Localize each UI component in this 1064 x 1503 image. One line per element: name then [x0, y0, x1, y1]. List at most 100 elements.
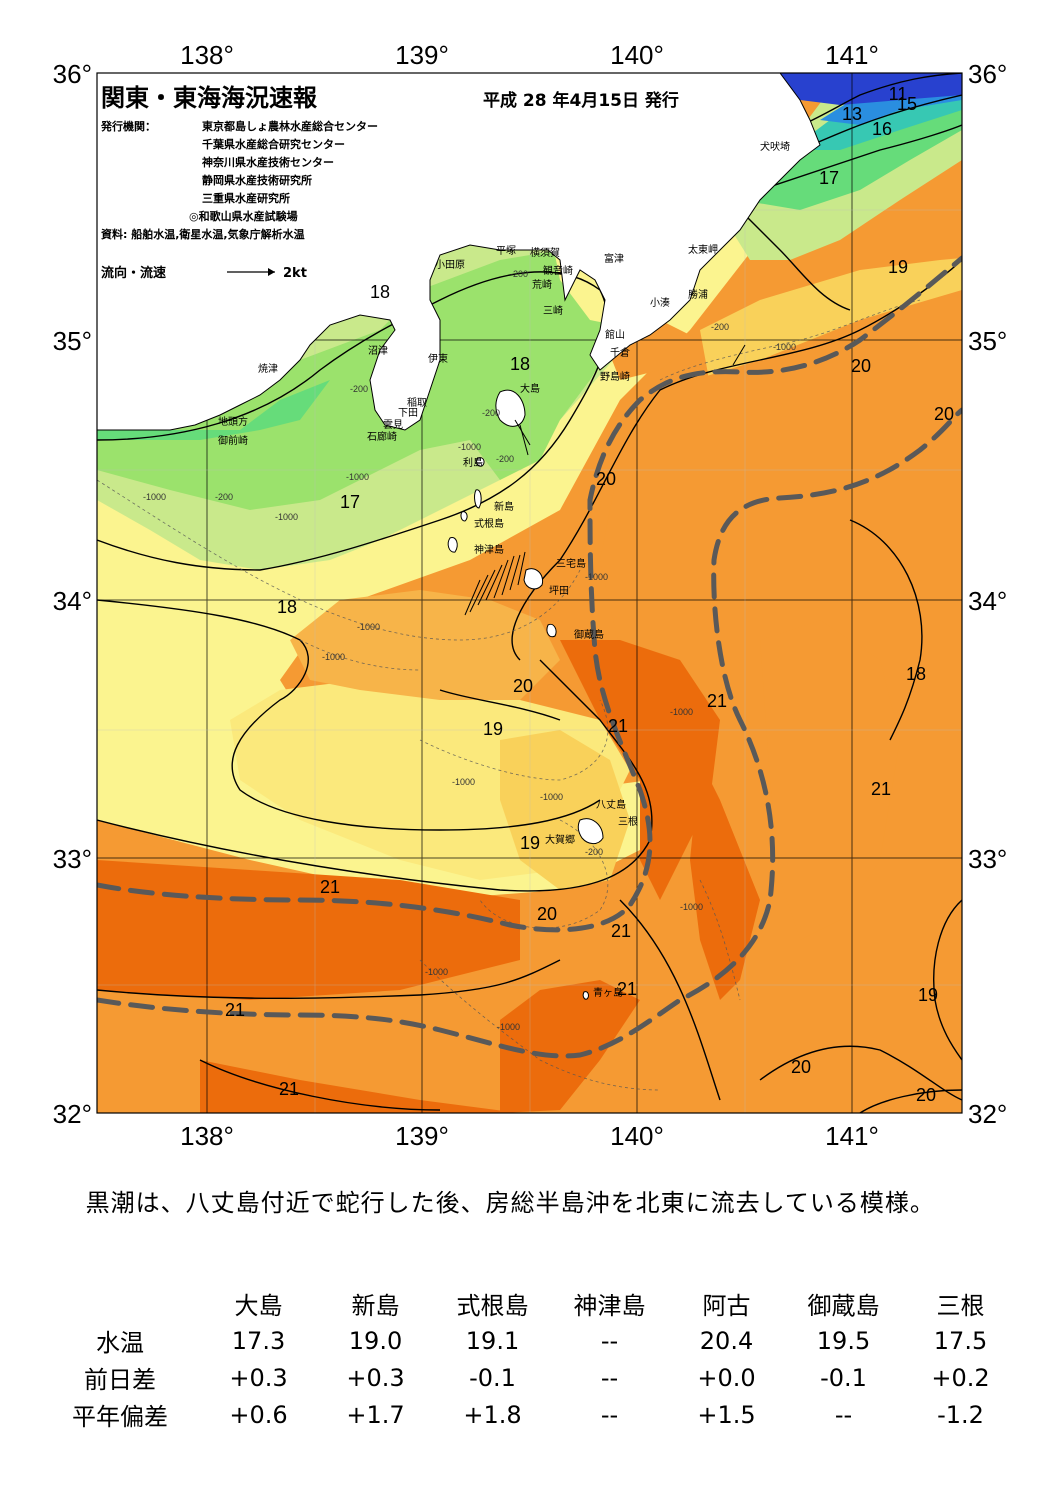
place-label: 富津	[604, 252, 624, 265]
place-labels: 犬吠埼 太東岬 勝浦 小湊 平塚 横須賀 観音崎 荒崎 富津 三崎 館山 千倉 …	[218, 140, 790, 999]
lat-label: 35°	[53, 326, 92, 356]
place-label: 小湊	[650, 296, 670, 309]
depth-label: -1000	[357, 622, 380, 632]
place-label: 犬吠埼	[760, 140, 790, 153]
isotherm-18	[97, 599, 601, 831]
miyakejima-island	[523, 568, 544, 590]
table-cell: +0.6	[229, 1400, 288, 1429]
niijima-island	[474, 489, 482, 509]
lon-label: 141°	[825, 1121, 879, 1151]
isotherm-label: 18	[370, 282, 390, 302]
depth-contours	[97, 299, 921, 1091]
table-header-row: 大島 新島 式根島 神津島 阿古 御蔵島 三根	[40, 1285, 1019, 1322]
station-header: 神津島	[573, 1292, 646, 1320]
kuroshio-axis-south	[97, 407, 962, 1059]
table-cell: --	[600, 1363, 619, 1392]
table-cell: +1.8	[463, 1400, 522, 1429]
table-cell: +0.3	[346, 1363, 405, 1392]
sst-21-south	[200, 1060, 520, 1113]
place-label: 横須賀	[530, 246, 560, 259]
isotherm-label: 21	[611, 921, 631, 941]
depth-label: -200	[496, 454, 514, 464]
table-cell: 20.4	[699, 1326, 754, 1355]
legend-label: 流向・流速	[101, 265, 166, 281]
table-cell: +0.3	[229, 1363, 288, 1392]
isotherm-18-east	[849, 519, 923, 741]
issuer: 神奈川県水産技術センター	[202, 155, 334, 169]
place-label: 荒崎	[532, 278, 552, 291]
summary-text: 黒潮は、八丈島付近で蛇行した後、房総半島沖を北東に流去している模様。	[85, 1189, 935, 1217]
aogashima-island	[582, 991, 589, 1000]
depth-label: -1000	[540, 792, 563, 802]
lat-label: 35°	[968, 326, 1007, 356]
place-label: 観音崎	[543, 264, 573, 277]
place-label: 野島崎	[600, 370, 630, 383]
lon-label: 139°	[395, 40, 449, 70]
issuer: 千葉県水産総合研究センター	[202, 137, 345, 151]
isotherm-21a	[97, 959, 561, 999]
lat-label: 33°	[53, 844, 92, 874]
sst-15-west	[97, 380, 330, 440]
honshu-coast	[97, 73, 821, 431]
issuer-label: 発行機関：	[100, 119, 156, 133]
place-label: 三宅島	[556, 557, 586, 570]
place-label: 石廊崎	[367, 430, 397, 443]
depth-label: -200	[711, 322, 729, 332]
place-label: 坪田	[549, 584, 569, 597]
place-label: 平塚	[496, 245, 516, 257]
map-header: 関東・東海海況速報 平成 28 年4月15日 発行 発行機関： 東京都島しょ農林…	[100, 84, 679, 281]
lon-label: 139°	[395, 1121, 449, 1151]
isotherm-label: 19	[520, 833, 540, 853]
table-cell: --	[600, 1326, 619, 1355]
station-header: 御蔵島	[807, 1292, 880, 1320]
place-label: 伊東	[428, 352, 448, 365]
map-title: 関東・東海海況速報	[101, 84, 318, 112]
isotherm-label: 11	[889, 84, 908, 104]
place-label: 館山	[605, 328, 625, 341]
place-label: 稲取	[407, 397, 427, 409]
place-label: 下田	[398, 408, 418, 419]
isotherm-20c	[759, 1045, 962, 1101]
place-label: 地頭方	[218, 415, 248, 428]
place-label: 雲見	[383, 419, 403, 431]
place-label: 三根	[618, 815, 638, 828]
sst-16	[97, 250, 620, 510]
depth-label: -1000	[452, 777, 475, 787]
depth-label: -200	[215, 492, 233, 502]
map-frame	[96, 72, 963, 1114]
mikurajima-island	[546, 623, 557, 638]
isotherm-label: 20	[537, 904, 557, 924]
table-cell: 17.5	[933, 1326, 988, 1355]
place-label: 勝浦	[688, 288, 708, 301]
table-cell: 19.1	[465, 1326, 520, 1355]
isotherm-label: 18	[277, 597, 297, 617]
isotherm-20d	[859, 1089, 962, 1113]
data-sources: 資料: 船舶水温,衛星水温,気象庁解析水温	[101, 227, 305, 241]
place-label: 太東岬	[688, 243, 718, 256]
isotherm-19-east	[933, 899, 962, 1061]
depth-label: -1000	[458, 442, 481, 452]
current-vectors	[464, 344, 746, 616]
isotherm-label: 20	[513, 676, 533, 696]
isotherm-label: 19	[483, 719, 503, 739]
isotherm-label: 20	[791, 1057, 811, 1077]
station-header: 大島	[234, 1292, 283, 1320]
station-header: 新島	[351, 1292, 400, 1320]
table-cell: +1.7	[346, 1400, 405, 1429]
isotherm-label: 17	[340, 492, 360, 512]
depth-label: -1000	[425, 967, 448, 977]
depth-label: -1000	[497, 1022, 520, 1032]
depth-label: -1000	[773, 342, 796, 352]
place-label: 焼津	[258, 363, 278, 375]
land	[97, 73, 821, 1000]
issuer: ◎和歌山県水産試験場	[189, 209, 298, 223]
isotherm-label: 19	[888, 257, 908, 277]
isotherm-label: 20	[916, 1085, 936, 1105]
legend-arrow-head	[268, 268, 275, 276]
lat-label: 34°	[968, 586, 1007, 616]
kuroshio-axis	[97, 255, 962, 1059]
depth-label: -200	[585, 847, 603, 857]
sst-11	[780, 73, 962, 105]
table-cell: --	[834, 1400, 853, 1429]
